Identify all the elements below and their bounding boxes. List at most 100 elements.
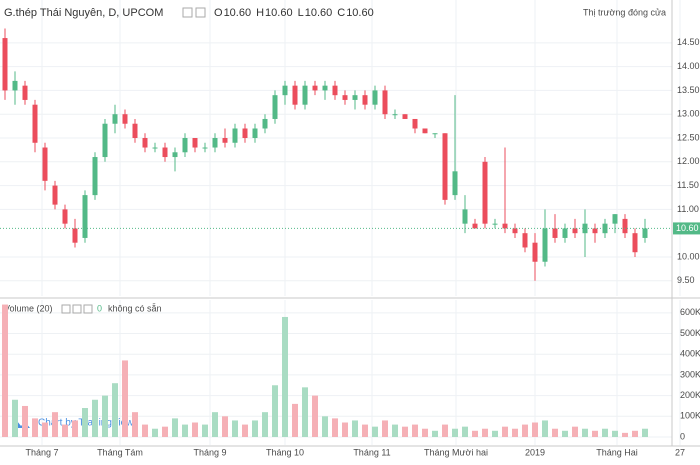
volume-bar [362, 424, 368, 437]
candle-body [72, 228, 78, 243]
candle-body [642, 228, 648, 238]
volume-bar [272, 385, 278, 437]
volume-bar [432, 430, 438, 437]
ohlc-value: 10.60 [346, 7, 374, 19]
candle-body [142, 138, 148, 148]
volume-bar [452, 428, 458, 437]
y-tick-label: 500K [680, 328, 700, 338]
candle-body [332, 85, 338, 96]
volume-bar [592, 430, 598, 437]
x-tick-label: Tháng 7 [25, 447, 58, 457]
volume-bar [322, 416, 328, 437]
volume-bar [382, 420, 388, 437]
candle-body [172, 152, 178, 158]
candle-body [62, 209, 68, 224]
volume-bar [562, 430, 568, 437]
y-tick-label: 9.50 [677, 275, 695, 285]
candle-body [242, 128, 248, 139]
candle-body [412, 118, 418, 129]
y-tick-label: 600K [680, 307, 700, 317]
x-tick-label: Tháng 10 [266, 447, 304, 457]
ohlc-key: C [337, 7, 345, 19]
volume-bar [642, 428, 648, 437]
icon[interactable] [83, 304, 93, 314]
icon[interactable] [182, 7, 193, 18]
candle-body [502, 223, 508, 229]
candle-body [402, 114, 408, 119]
volume-bar [102, 395, 108, 437]
volume-bar [2, 304, 8, 437]
y-tick-label: 0 [680, 431, 685, 441]
x-tick-label: Tháng 9 [193, 447, 226, 457]
volume-bar [152, 428, 158, 437]
volume-bar [342, 422, 348, 437]
volume-bar [602, 428, 608, 437]
volume-bar [132, 412, 138, 437]
candle-body [302, 85, 308, 105]
candle-body [512, 228, 518, 234]
volume-bar [542, 420, 548, 437]
volume-bar [262, 412, 268, 437]
volume-bar [632, 430, 638, 437]
candle-body [342, 95, 348, 100]
volume-bar [242, 424, 248, 437]
ohlc-key: O [214, 7, 223, 19]
candle-body [262, 118, 268, 129]
volume-bar [42, 422, 48, 437]
last-price-box [673, 222, 700, 235]
volume-bar [522, 424, 528, 437]
candle-body [382, 90, 388, 115]
volume-bar [302, 387, 308, 437]
y-tick-label: 12.50 [677, 132, 700, 142]
x-tick-label: Tháng Tám [97, 447, 143, 457]
ohlc-value: 10.60 [305, 7, 333, 19]
icon[interactable] [72, 304, 82, 314]
candle-body [562, 228, 568, 238]
candle-body [522, 233, 528, 248]
volume-bar [52, 412, 58, 437]
volume-bar [62, 424, 68, 437]
candle-body [602, 223, 608, 234]
icon[interactable] [61, 304, 71, 314]
volume-bar [202, 424, 208, 437]
volume-bar [482, 428, 488, 437]
candle-body [112, 114, 118, 124]
candle-body [102, 123, 108, 158]
y-tick-label: 13.50 [677, 85, 700, 95]
volume-bar [472, 430, 478, 437]
candle-body [132, 123, 138, 139]
volume-bar [392, 424, 398, 437]
volume-bar [182, 424, 188, 437]
y-tick-label: 100K [680, 411, 700, 421]
candle-body [362, 95, 368, 105]
market-status: Thị trường đóng cửa [583, 7, 666, 17]
ohlc-value: 10.60 [265, 7, 293, 19]
last-price-label: 10.60 [676, 223, 699, 233]
ohlc-key: L [298, 7, 304, 19]
candle-body [422, 128, 428, 134]
volume-bar [192, 422, 198, 437]
volume-bar [422, 428, 428, 437]
volume-bar [162, 426, 168, 437]
volume-bar [232, 420, 238, 437]
candle-body [592, 228, 598, 234]
candle-body [42, 147, 48, 181]
candle-body [622, 218, 628, 234]
candle-body [182, 138, 188, 153]
candle-body [632, 233, 638, 253]
ohlc-value: 10.60 [224, 7, 252, 19]
candle-body [82, 195, 88, 238]
x-tick-label: Tháng 11 [353, 447, 390, 457]
candle-body [322, 85, 328, 91]
volume-bar [622, 432, 628, 437]
y-tick-label: 200K [680, 390, 700, 400]
icon[interactable] [195, 7, 206, 18]
chart-title: G.thép Thái Nguyên, D, UPCOM [4, 7, 163, 19]
y-tick-label: 12.00 [677, 156, 700, 166]
y-tick-label: 11.50 [677, 180, 699, 190]
volume-bar [72, 420, 78, 437]
y-tick-label: 400K [680, 349, 700, 359]
volume-bar [12, 399, 18, 437]
volume-bar [112, 383, 118, 437]
